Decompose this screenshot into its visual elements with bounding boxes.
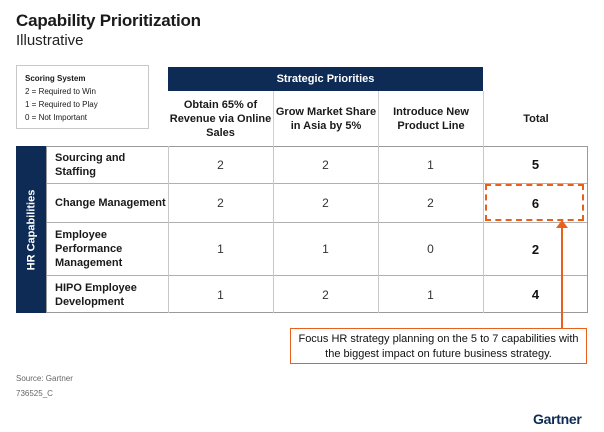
- row-label-sourcing: Sourcing and Staffing: [55, 151, 126, 178]
- highlight-box: [485, 184, 584, 221]
- score-cell: 2: [322, 196, 329, 210]
- row-label-hipo-development: HIPO Employee Development: [55, 281, 137, 308]
- row-label-performance-management: Employee Performance Management: [55, 229, 123, 269]
- page-subtitle: Illustrative: [16, 32, 84, 49]
- hr-capabilities-band: HR Capabilities: [16, 146, 46, 313]
- legend-heading: Scoring System: [25, 74, 86, 83]
- total-cell: 4: [531, 287, 540, 302]
- score-cell: 0: [427, 242, 434, 256]
- page-title: Capability Prioritization: [16, 11, 201, 30]
- column-divider: [168, 146, 169, 313]
- total-cell: 5: [531, 157, 540, 172]
- column-header-asia-share: Grow Market Share in Asia by 5%: [273, 91, 378, 146]
- column-header-online-sales: Obtain 65% of Revenue via Online Sales: [169, 98, 272, 139]
- row-divider: [47, 275, 587, 276]
- column-divider: [378, 146, 379, 313]
- score-cell: 2: [217, 196, 224, 210]
- legend-item: 1 = Required to Play: [25, 100, 98, 109]
- column-header-total: Total: [483, 91, 588, 146]
- total-cell: 2: [531, 241, 540, 257]
- score-cell: 1: [322, 242, 329, 256]
- legend-item: 2 = Required to Win: [25, 87, 96, 96]
- column-divider: [273, 146, 274, 313]
- scoring-legend: Scoring System 2 = Required to Win 1 = R…: [16, 65, 149, 129]
- document-id: 736525_C: [16, 389, 53, 398]
- score-cell: 1: [217, 242, 224, 256]
- score-cell: 1: [427, 287, 434, 302]
- total-cell: 6: [531, 195, 540, 211]
- score-cell: 1: [427, 157, 434, 172]
- column-divider: [483, 146, 484, 313]
- score-cell: 2: [322, 287, 329, 302]
- row-label-change-management: Change Management: [55, 197, 166, 209]
- gartner-logo: Gartner: [533, 411, 582, 427]
- callout-arrow-icon: [556, 220, 568, 228]
- row-divider: [47, 183, 587, 184]
- strategic-priorities-header: Strategic Priorities: [168, 67, 483, 91]
- callout-connector: [561, 222, 563, 328]
- legend-item: 0 = Not Important: [25, 113, 88, 122]
- row-divider: [47, 222, 587, 223]
- column-header-new-product: Introduce New Product Line: [378, 91, 483, 146]
- callout-note: Focus HR strategy planning on the 5 to 7…: [290, 328, 587, 364]
- score-cell: 1: [217, 287, 224, 302]
- source-note: Source: Gartner: [16, 374, 73, 383]
- matrix-table: [46, 146, 588, 313]
- hr-capabilities-label: HR Capabilities: [25, 189, 37, 270]
- score-cell: 2: [427, 196, 434, 210]
- score-cell: 2: [217, 157, 224, 172]
- score-cell: 2: [322, 157, 329, 172]
